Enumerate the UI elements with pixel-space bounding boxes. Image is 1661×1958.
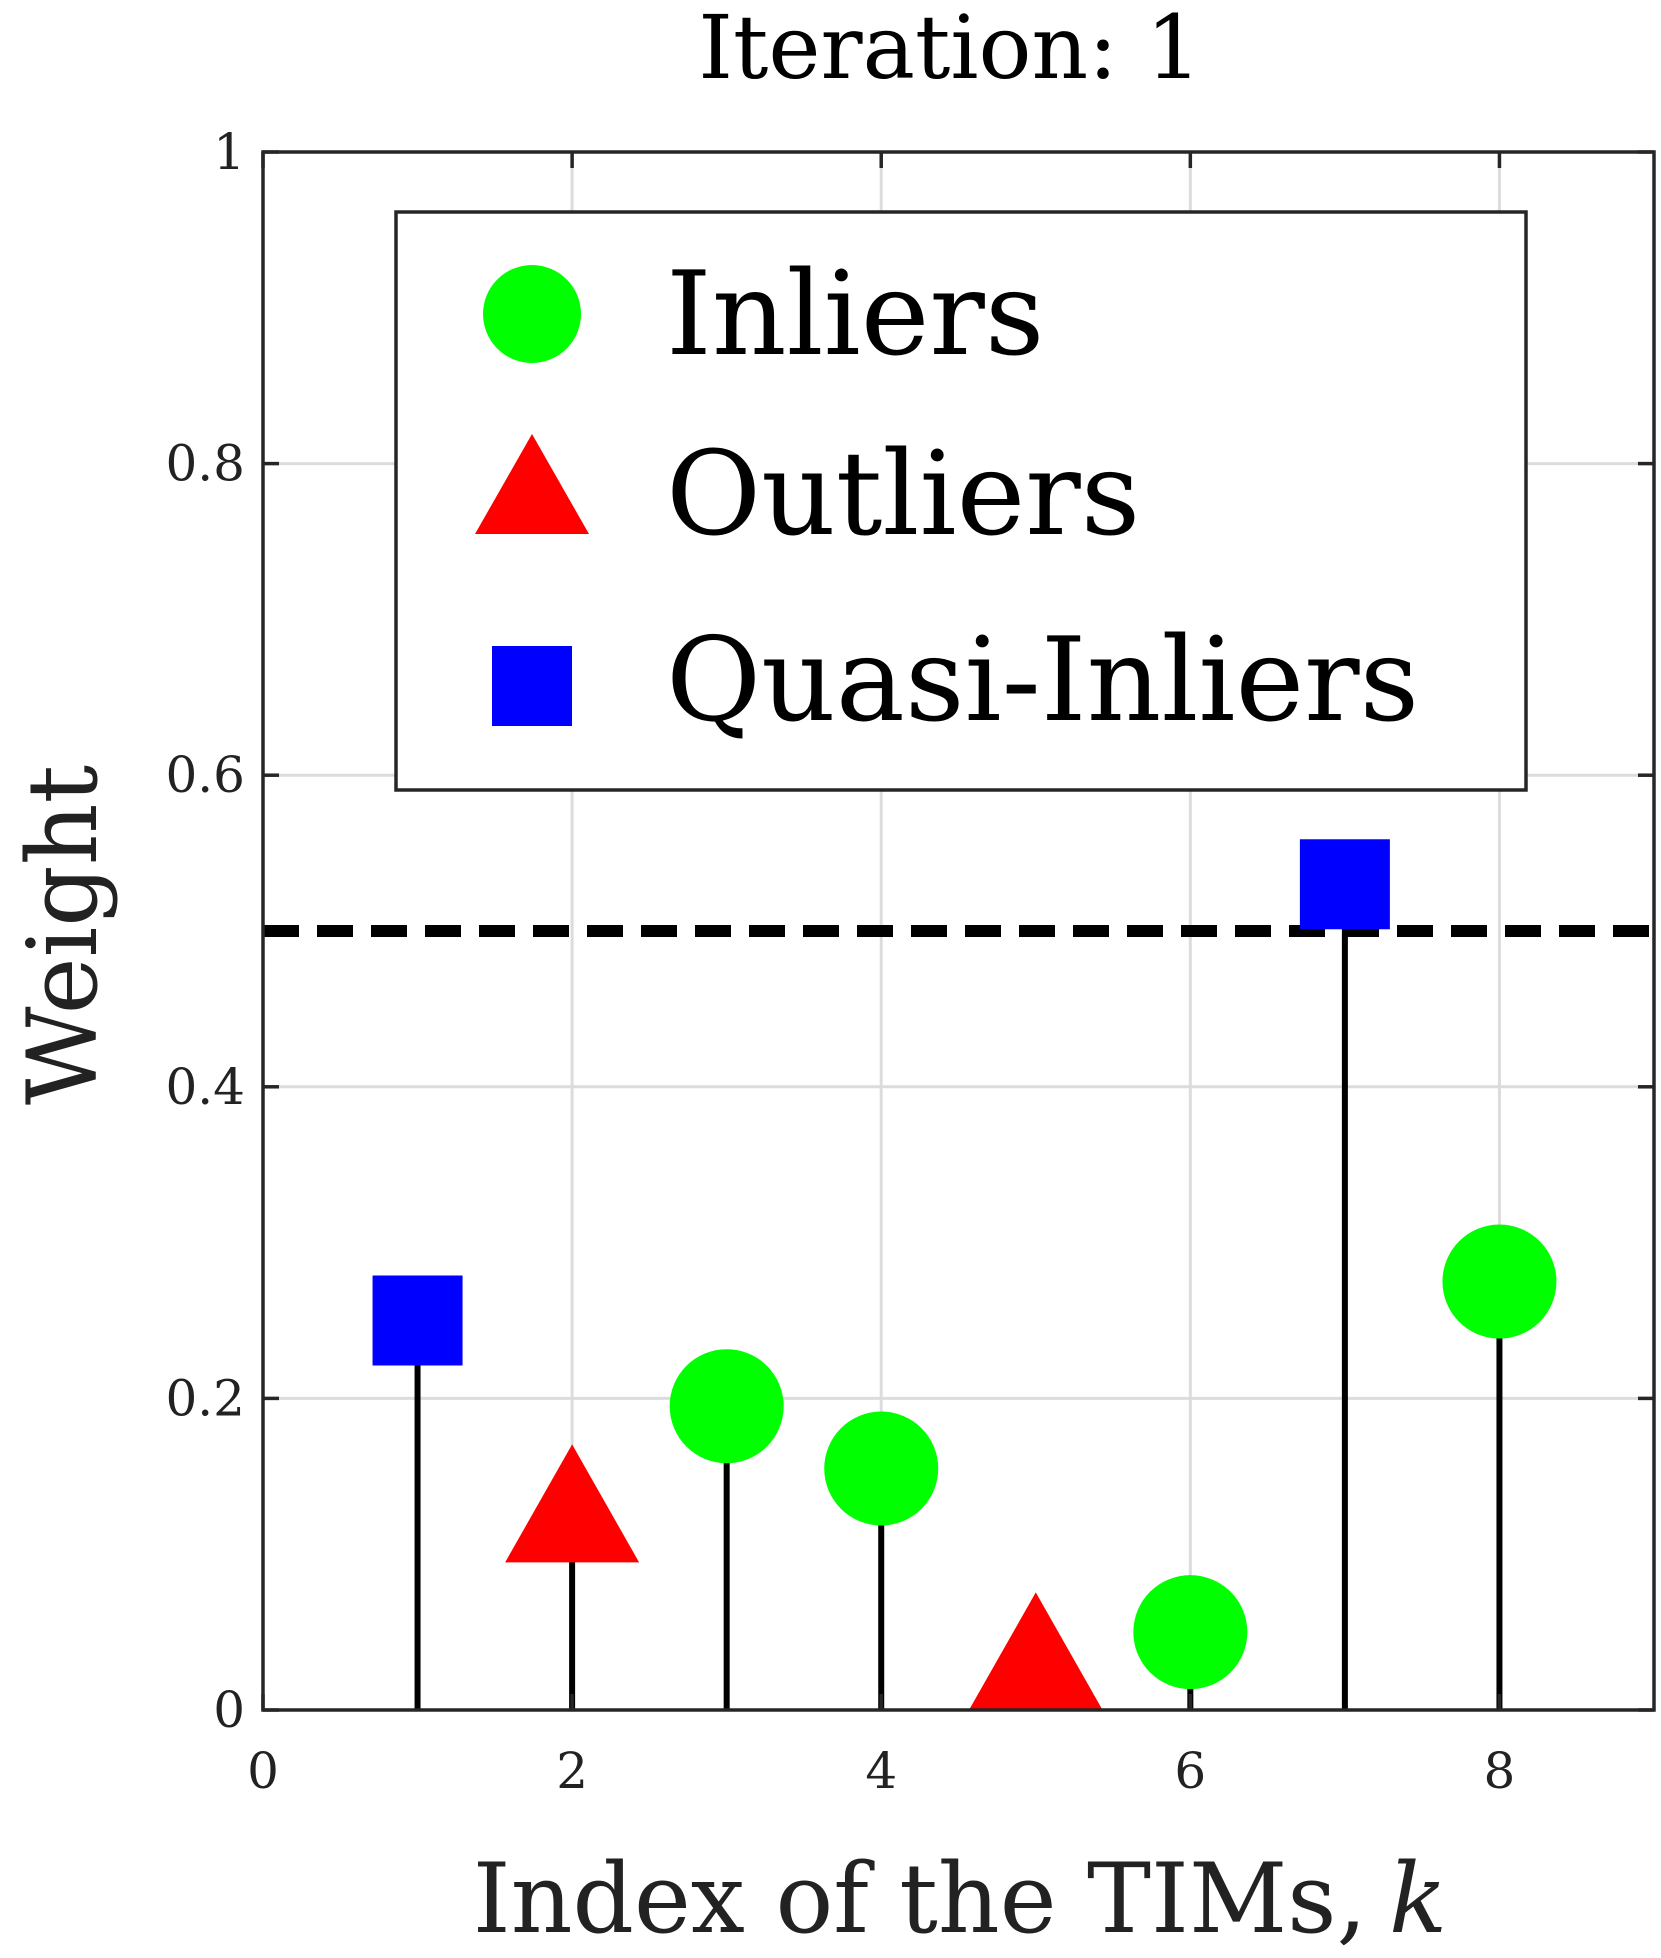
x-tick-label: 8	[1484, 1742, 1516, 1800]
x-tick-label: 0	[247, 1742, 279, 1800]
markers	[372, 839, 1557, 1711]
stems	[414, 884, 1503, 1710]
legend-quasi-inliers-marker	[492, 646, 572, 726]
marker-outliers-2	[505, 1444, 640, 1563]
legend-entry-quasi-inliers: Quasi-Inliers	[492, 613, 1419, 748]
x-axis-label: Index of the TIMs, k	[473, 1843, 1447, 1955]
legend-inliers-label: Inliers	[666, 247, 1044, 382]
y-tick-label: 0.2	[165, 1369, 245, 1427]
y-tick-label: 0.8	[165, 435, 245, 493]
legend-quasi-inliers-label: Quasi-Inliers	[666, 613, 1419, 748]
marker-outliers-5	[968, 1592, 1103, 1711]
x-tick-label: 2	[556, 1742, 588, 1800]
marker-inliers-3	[669, 1349, 784, 1464]
legend-outliers-label: Outliers	[666, 427, 1140, 562]
marker-inliers-8	[1442, 1224, 1557, 1339]
marker-quasi-inliers-7	[1299, 839, 1390, 930]
x-axis-label-var: k	[1389, 1843, 1447, 1955]
legend-entry-outliers: Outliers	[475, 427, 1140, 562]
chart-title: Iteration: 1	[698, 0, 1202, 99]
axis-ticks: 0 2 4 6 8 0 0.2 0.4 0.6 0.8 1	[165, 123, 1654, 1800]
marker-quasi-inliers-1	[372, 1275, 463, 1366]
legend: Inliers Outliers Quasi-Inliers	[394, 210, 1528, 792]
x-tick-label: 4	[865, 1742, 897, 1800]
x-tick-label: 6	[1174, 1742, 1206, 1800]
y-tick-label: 0	[213, 1681, 245, 1739]
legend-outliers-marker	[475, 434, 589, 534]
marker-inliers-6	[1133, 1575, 1248, 1690]
plot-frame	[261, 150, 1656, 1712]
legend-box	[394, 210, 1528, 792]
legend-inliers-marker	[483, 265, 581, 363]
marker-inliers-4	[824, 1411, 939, 1526]
legend-entry-inliers: Inliers	[483, 247, 1044, 382]
y-tick-label: 0.6	[165, 746, 245, 804]
y-tick-label: 0.4	[165, 1058, 245, 1116]
y-axis-label: Weight	[7, 765, 119, 1105]
y-tick-label: 1	[213, 123, 245, 181]
x-axis-label-text: Index of the TIMs,	[473, 1843, 1367, 1955]
